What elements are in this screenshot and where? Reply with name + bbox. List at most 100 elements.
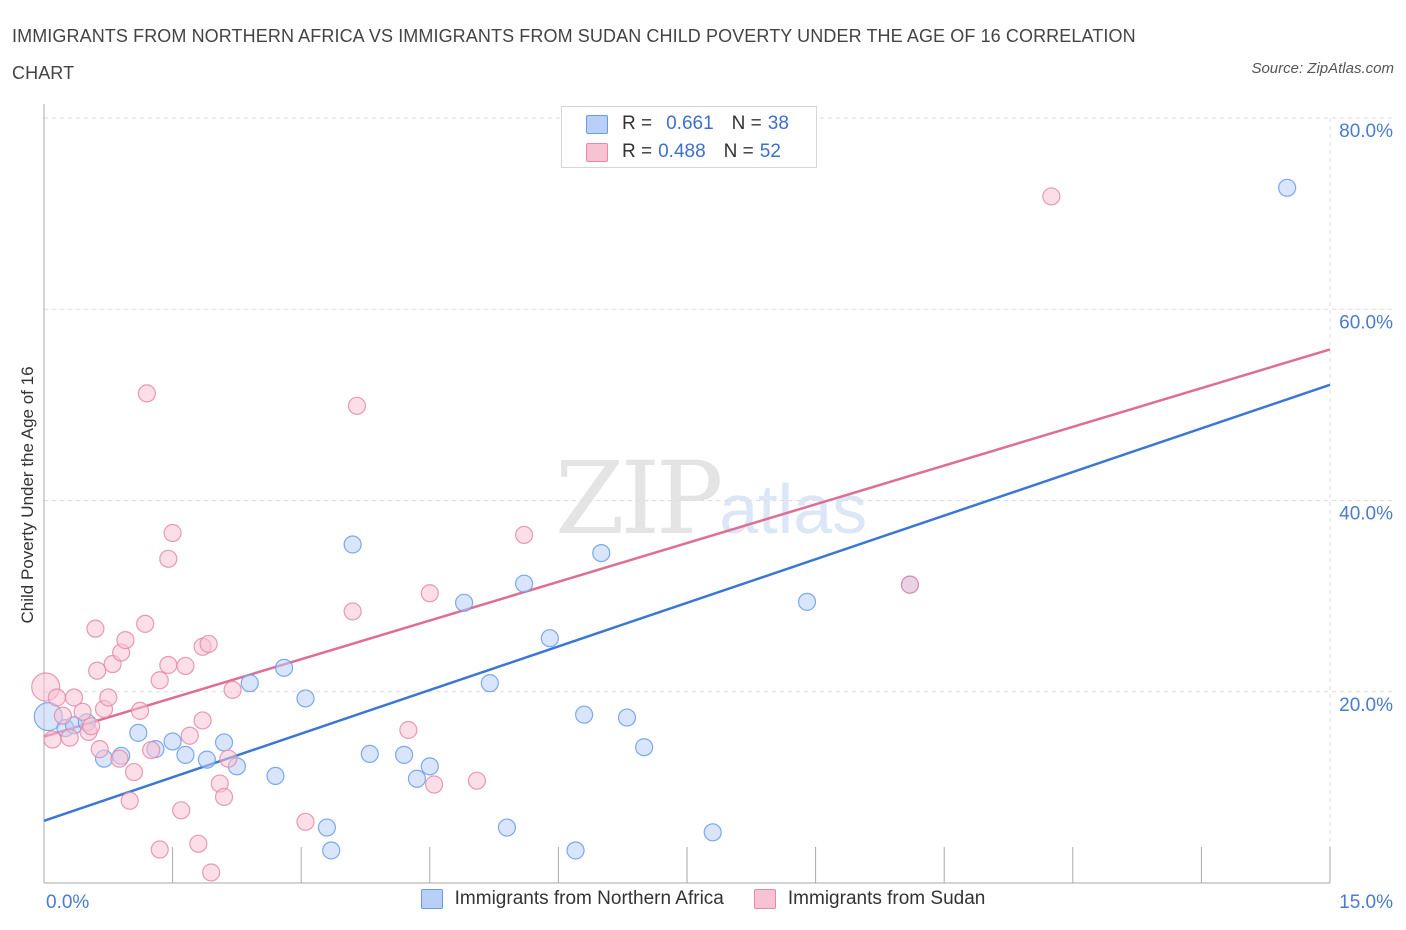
point-northern-africa — [296, 689, 315, 708]
point-sudan — [130, 701, 150, 720]
point-northern-africa — [394, 745, 414, 764]
series-swatch-pink — [753, 889, 776, 909]
point-northern-africa — [617, 708, 637, 727]
point-sudan — [347, 396, 367, 415]
point-sudan — [467, 771, 487, 790]
point-sudan — [99, 688, 118, 707]
legend-n-value: 52 — [759, 141, 781, 162]
point-northern-africa — [635, 738, 654, 757]
point-northern-africa — [454, 593, 474, 612]
point-northern-africa — [197, 750, 216, 769]
point-sudan — [189, 834, 208, 853]
point-sudan — [193, 711, 212, 730]
legend-n-value: 38 — [767, 113, 789, 134]
series-swatch-blue — [420, 889, 443, 909]
legend-r-value: 0.661 — [666, 113, 714, 134]
series-legend-northern-africa[interactable]: Immigrants from Northern Africa — [420, 888, 724, 910]
point-northern-africa — [360, 744, 379, 764]
watermark-atlas: atlas — [719, 470, 868, 548]
point-sudan — [900, 575, 920, 594]
watermark-zip: ZIP — [555, 440, 723, 557]
legend-row-sudan: R = 0.488 N = 52 — [586, 140, 781, 164]
legend-swatch-pink — [586, 142, 608, 162]
x-tick-label: 0.0% — [46, 892, 89, 913]
point-sudan — [64, 688, 84, 707]
point-sudan — [137, 384, 156, 403]
point-northern-africa — [129, 723, 148, 742]
point-sudan — [296, 812, 315, 831]
data-points — [31, 178, 1297, 882]
chart-title: IMMIGRANTS FROM NORTHERN AFRICA VS IMMIG… — [12, 26, 1136, 83]
point-sudan — [60, 728, 79, 747]
point-northern-africa — [797, 592, 817, 611]
point-northern-africa — [420, 757, 439, 776]
point-sudan — [150, 840, 169, 859]
point-sudan — [343, 602, 362, 621]
legend-r-label: R = — [622, 141, 653, 162]
y-tick-label: 20.0% — [1339, 695, 1393, 716]
point-sudan — [47, 688, 66, 707]
watermark: ZIPatlas — [555, 440, 867, 557]
point-sudan — [116, 631, 135, 650]
series-legend: Immigrants from Northern Africa Immigran… — [0, 888, 1406, 910]
series-legend-sudan[interactable]: Immigrants from Sudan — [753, 888, 986, 910]
series-label: Immigrants from Sudan — [787, 888, 986, 909]
legend-swatch-blue — [586, 114, 608, 134]
legend-r-value: 0.488 — [658, 141, 706, 162]
point-sudan — [223, 680, 242, 699]
point-sudan — [199, 634, 218, 654]
point-sudan — [159, 655, 178, 675]
y-tick-label: 80.0% — [1339, 121, 1393, 142]
legend-row-northern-africa: R = 0.661 N = 38 — [586, 112, 789, 136]
point-northern-africa — [540, 629, 559, 648]
point-sudan — [176, 656, 195, 676]
point-northern-africa — [515, 574, 534, 593]
point-northern-africa — [703, 823, 722, 842]
legend-n-label: N = — [731, 113, 762, 134]
point-northern-africa — [566, 841, 585, 860]
point-sudan — [73, 702, 92, 721]
tick-labels: 20.0% 40.0% 60.0% 80.0% 0.0% 15.0% — [46, 121, 1393, 913]
trend-lines — [43, 348, 1331, 823]
point-sudan — [159, 549, 178, 568]
point-northern-africa — [266, 766, 285, 786]
point-northern-africa — [592, 543, 611, 563]
point-sudan — [515, 525, 534, 545]
point-northern-africa — [274, 658, 294, 677]
point-northern-africa — [322, 841, 341, 860]
point-sudan — [420, 584, 439, 603]
chart-source: Source: ZipAtlas.com — [1251, 60, 1394, 77]
point-sudan — [53, 706, 72, 725]
point-sudan — [180, 726, 199, 745]
point-northern-africa — [176, 745, 195, 764]
point-sudan — [124, 762, 144, 782]
point-sudan — [90, 740, 109, 759]
y-tick-label: 40.0% — [1339, 504, 1393, 525]
trend-line-northern-africa — [43, 383, 1331, 823]
point-sudan — [120, 791, 139, 810]
point-sudan — [142, 740, 161, 760]
point-sudan — [399, 720, 418, 740]
point-sudan — [43, 730, 62, 749]
point-sudan — [110, 749, 129, 768]
point-sudan — [214, 787, 234, 807]
trend-line-sudan — [43, 348, 1331, 738]
point-northern-africa — [407, 769, 427, 788]
legend-n-label: N = — [723, 141, 754, 162]
series-label: Immigrants from Northern Africa — [454, 888, 724, 909]
axes — [43, 104, 1331, 884]
point-northern-africa — [1278, 178, 1297, 197]
point-sudan — [136, 614, 155, 633]
point-northern-africa — [163, 732, 182, 751]
point-sudan — [219, 749, 238, 768]
point-sudan — [202, 863, 221, 882]
point-northern-africa — [240, 674, 259, 693]
point-sudan — [86, 619, 105, 638]
y-tick-label: 60.0% — [1339, 312, 1393, 333]
point-northern-africa — [575, 705, 594, 724]
stats-legend: R = 0.661 N = 38 R = 0.488 N = 52 — [561, 106, 817, 168]
grid-lines — [44, 117, 1395, 883]
point-sudan — [88, 661, 107, 680]
point-sudan — [82, 717, 101, 736]
legend-r-label: R = — [622, 113, 653, 134]
